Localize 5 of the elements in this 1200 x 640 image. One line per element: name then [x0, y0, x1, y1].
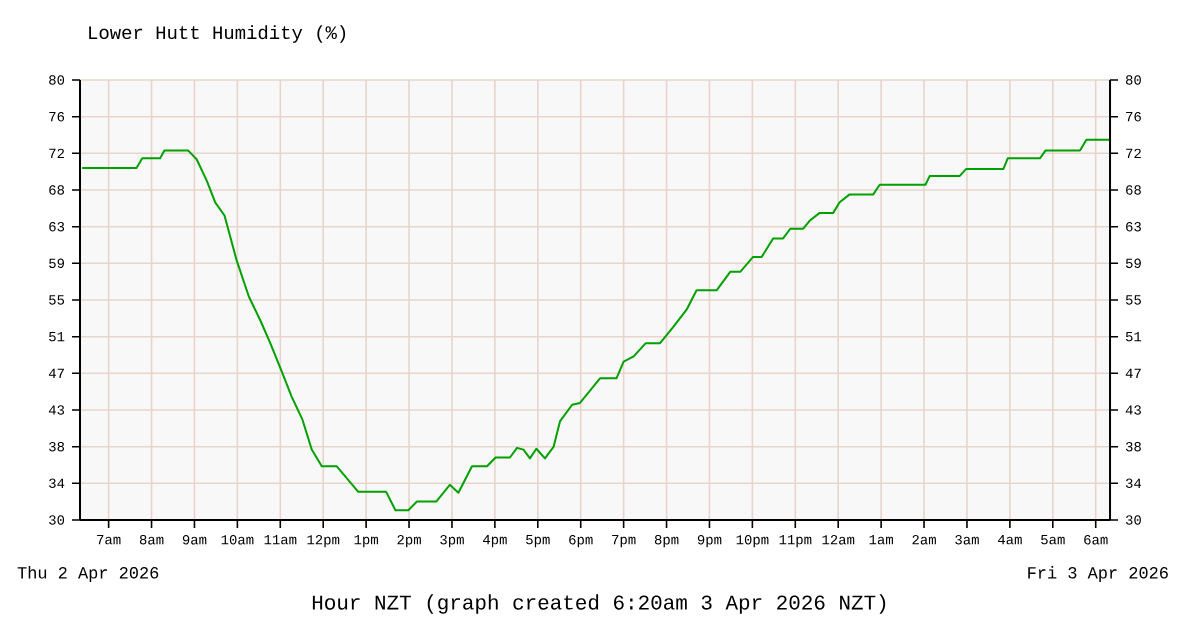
line-series [81, 138, 1111, 512]
text: Fri 3 Apr 2026 [1028, 566, 1168, 582]
chart-title: Lower Hutt Humidity (%) [89, 25, 346, 43]
x-axis-title: Hour NZT (graph created 6:20am 3 Apr 2026 NZT) [312, 594, 886, 614]
text: Thu 2 Apr 2026 [17, 566, 159, 582]
